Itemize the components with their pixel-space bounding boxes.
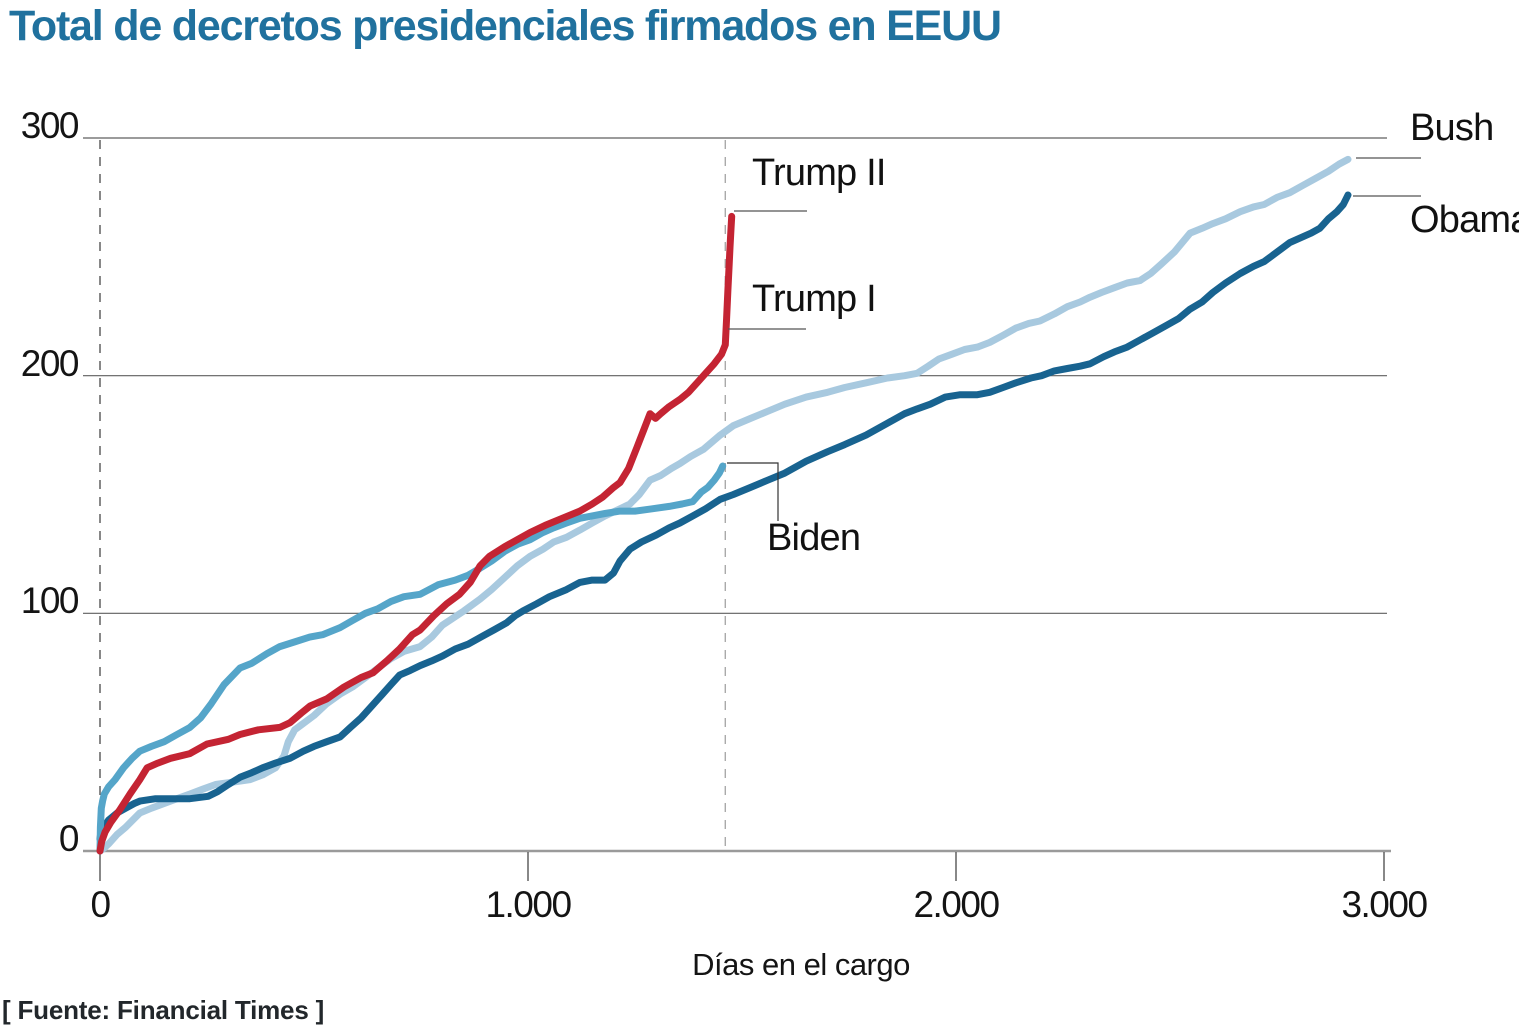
series-line-obama: [96, 191, 1352, 843]
series-label-trump1: Trump I: [752, 278, 877, 320]
y-tick-label-100: 100: [20, 580, 80, 621]
series-line-trump: [96, 212, 736, 855]
series-line-bush: [96, 155, 1352, 855]
series-line-biden: [96, 462, 727, 855]
series-label-biden: Biden: [767, 517, 861, 559]
y-tick-label-300: 300: [20, 105, 80, 146]
y-tick-label-0: 0: [58, 818, 80, 859]
source-credit: [ Fuente: Financial Times ]: [2, 995, 325, 1025]
x-axis-title: Días en el cargo: [692, 947, 910, 982]
x-tick-label-3000: 3.000: [1341, 884, 1428, 925]
x-tick-label-1000: 1.000: [485, 884, 572, 925]
y-tick-label-200: 200: [20, 343, 80, 384]
series-label-bush: Bush: [1410, 107, 1494, 149]
series-label-obama: Obama: [1410, 199, 1519, 241]
chart-title: Total de decretos presidenciales firmado…: [9, 2, 1002, 50]
x-tick-label-0: 0: [90, 884, 111, 925]
leader-line-biden: [727, 462, 779, 521]
series-label-trump2: Trump II: [752, 152, 886, 194]
x-tick-label-2000: 2.000: [913, 884, 1000, 925]
